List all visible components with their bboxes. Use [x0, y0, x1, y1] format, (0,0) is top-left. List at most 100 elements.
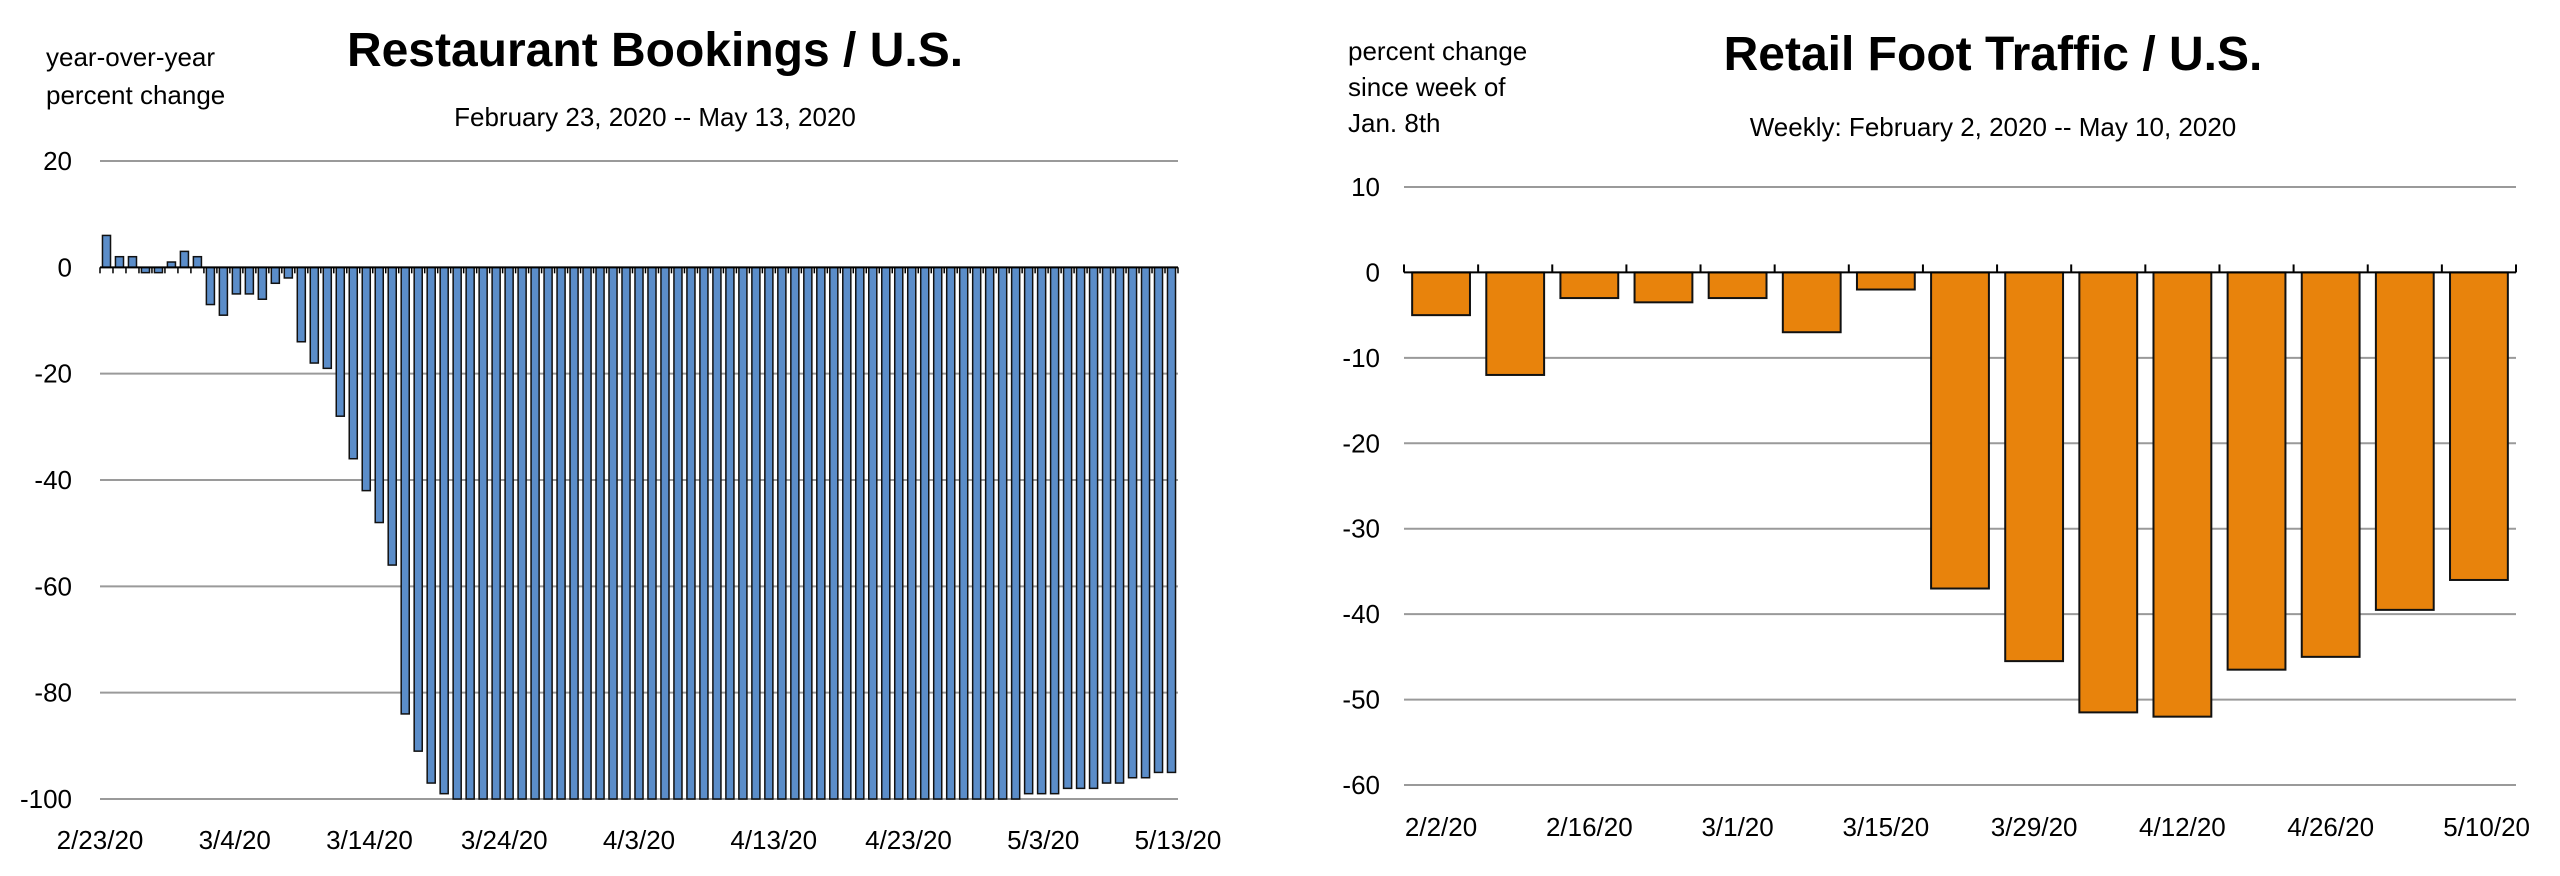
- right-bar: [1559, 271, 1620, 300]
- left-bar: [296, 266, 307, 343]
- left-bar: [1088, 266, 1099, 790]
- left-bar: [361, 266, 372, 492]
- restaurant-bookings-chart: Restaurant Bookings / U.S. February 23, …: [20, 24, 1221, 855]
- left-bar: [1049, 266, 1060, 795]
- left-bar: [1114, 266, 1125, 784]
- left-bar: [984, 266, 995, 800]
- left-bar: [452, 266, 462, 800]
- left-y-tick-label: -40: [34, 465, 72, 495]
- right-x-tick-label: 2/2/20: [1405, 812, 1477, 842]
- left-bar: [582, 266, 592, 800]
- left-bar: [764, 266, 774, 800]
- left-chart-title: Restaurant Bookings / U.S.: [347, 24, 963, 77]
- right-x-tick-label: 5/10/20: [2443, 812, 2530, 842]
- left-bar: [893, 266, 904, 800]
- left-bar: [283, 266, 294, 279]
- left-bar: [1101, 266, 1112, 784]
- left-bar: [478, 266, 488, 800]
- right-bars: [1411, 271, 2509, 718]
- right-y-tick-label: -20: [1342, 428, 1380, 458]
- left-bar: [491, 266, 501, 800]
- right-bar: [2226, 271, 2287, 671]
- left-bar: [426, 266, 436, 784]
- left-bar: [114, 255, 125, 269]
- left-bar: [1127, 266, 1138, 779]
- left-y-tick-label: -100: [20, 784, 72, 814]
- left-y-tick-label: 0: [58, 252, 72, 282]
- left-y-tick-label: -60: [34, 571, 72, 601]
- right-bar: [1633, 271, 1694, 304]
- left-bar: [322, 266, 333, 370]
- left-x-tick-label: 3/24/20: [461, 825, 548, 855]
- left-bar: [413, 266, 423, 752]
- right-x-tick-label: 3/15/20: [1842, 812, 1929, 842]
- left-bar: [919, 266, 930, 800]
- left-bar: [829, 266, 839, 800]
- right-chart-subtitle: Weekly: February 2, 2020 -- May 10, 2020: [1750, 112, 2237, 142]
- right-y-tick-label: -10: [1342, 343, 1380, 373]
- right-x-tick-label: 4/26/20: [2287, 812, 2374, 842]
- left-bar: [777, 266, 787, 800]
- left-x-tick-label: 3/14/20: [326, 825, 413, 855]
- left-bar: [400, 266, 410, 715]
- left-bar: [543, 266, 553, 800]
- left-bar: [971, 266, 982, 800]
- right-y-tick-labels: 10 0 -10 -20 -30 -40 -50 -60: [1342, 172, 1380, 800]
- right-bar: [1411, 271, 1471, 317]
- left-bar: [530, 266, 540, 800]
- left-y-tick-label: 20: [43, 146, 72, 176]
- left-bar: [465, 266, 475, 800]
- left-bars: [101, 234, 1177, 800]
- left-bar: [699, 266, 709, 800]
- left-bar: [1140, 266, 1151, 779]
- left-bar: [244, 266, 255, 295]
- right-y-tick-label: -60: [1342, 770, 1380, 800]
- left-bar: [309, 266, 320, 364]
- right-zero-axis: [1403, 264, 2517, 274]
- left-bar: [1166, 266, 1177, 774]
- left-bar: [179, 250, 190, 269]
- right-y-tick-label: -50: [1342, 685, 1380, 715]
- left-bar: [1062, 266, 1073, 790]
- left-bar: [517, 266, 527, 800]
- left-bar: [932, 266, 943, 800]
- right-bar: [1485, 271, 1546, 376]
- left-bar: [997, 266, 1008, 800]
- left-bar: [738, 266, 748, 800]
- right-y-tick-label: 10: [1351, 172, 1380, 202]
- left-bar: [1153, 266, 1164, 774]
- left-bar: [647, 266, 657, 800]
- right-y-tick-label: -30: [1342, 514, 1380, 544]
- left-x-tick-label: 4/3/20: [603, 825, 675, 855]
- left-bar: [231, 266, 242, 295]
- right-bar: [1707, 271, 1768, 300]
- left-bar: [816, 266, 826, 800]
- left-bar: [270, 266, 281, 285]
- left-y-axis-label-line-1: year-over-year: [46, 42, 215, 72]
- left-bar: [192, 255, 203, 269]
- left-y-tick-label: -20: [34, 359, 72, 389]
- left-bar: [868, 266, 878, 800]
- right-bar: [1855, 271, 1916, 291]
- left-bar: [1036, 266, 1047, 795]
- left-bar: [712, 266, 722, 800]
- right-bar: [1930, 271, 1990, 590]
- left-zero-axis: [99, 266, 1179, 274]
- left-y-tick-labels: 20 0 -20 -40 -60 -80 -100: [20, 146, 72, 814]
- left-bar: [945, 266, 956, 800]
- left-bar: [803, 266, 813, 800]
- left-bar: [504, 266, 514, 800]
- left-bar: [387, 266, 398, 566]
- left-x-tick-label: 2/23/20: [57, 825, 144, 855]
- left-bar: [205, 266, 216, 306]
- left-x-tick-label: 4/13/20: [730, 825, 817, 855]
- left-bar: [257, 266, 268, 300]
- left-bar: [958, 266, 969, 800]
- left-bar: [1023, 266, 1034, 795]
- right-x-tick-labels: 2/2/20 2/16/20 3/1/20 3/15/20 3/29/20 4/12/20…: [1405, 812, 2530, 842]
- left-bar: [439, 266, 449, 795]
- left-chart-subtitle: February 23, 2020 -- May 13, 2020: [454, 102, 856, 132]
- right-y-axis-label-line-2: since week of: [1348, 72, 1506, 102]
- left-bar: [855, 266, 865, 800]
